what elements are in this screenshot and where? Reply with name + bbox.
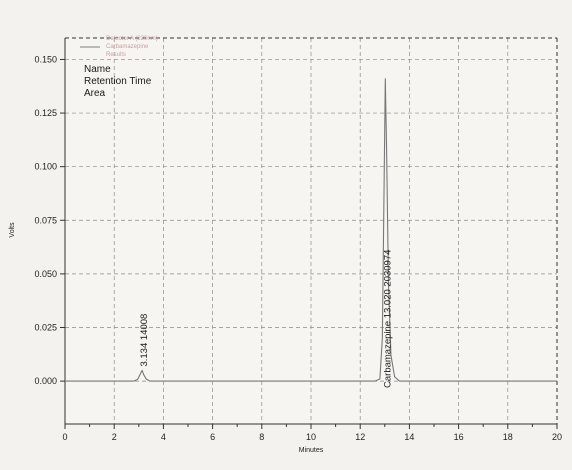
legend-entry-3: Results (106, 52, 126, 58)
annotation-layer: 3.134 14008 Carbamazepine 13.020 2030974 (139, 250, 393, 388)
x-tick-label: 16 (454, 432, 464, 442)
x-axis-label: Minutes (299, 447, 324, 454)
key-retention-time: Retention Time (84, 76, 152, 87)
x-tick-label: 8 (259, 432, 264, 442)
x-tick-label: 18 (503, 432, 513, 442)
x-tick-label: 10 (306, 432, 316, 442)
axis-layer: 0 2 4 6 8 10 12 14 16 18 20 0.000 0.025 0.050 0.075 0.1… (34, 37, 562, 442)
y-tick-label: 0.050 (34, 269, 57, 279)
series-layer (65, 78, 557, 382)
y-axis-label: Volts (9, 222, 16, 238)
x-tick-label: 6 (210, 432, 215, 442)
label-key: Name Retention Time Area (84, 64, 152, 99)
legend-entry-1: Detector A (220nm) (106, 36, 158, 42)
x-tick-label: 2 (112, 432, 117, 442)
y-tick-label: 0.025 (34, 323, 57, 333)
series-line-1 (65, 78, 557, 382)
y-tick-label: 0.100 (34, 162, 57, 172)
legend: Detector A (220nm) Carbamazepine Results (80, 36, 158, 58)
peak-label-2: Carbamazepine 13.020 2030974 (382, 250, 393, 388)
x-tick-label: 0 (62, 432, 67, 442)
key-name: Name (84, 64, 111, 75)
x-tick-label: 4 (161, 432, 166, 442)
y-tick-label: 0.125 (34, 108, 57, 118)
x-tick-label: 14 (404, 432, 414, 442)
y-tick-label: 0.000 (34, 376, 57, 386)
key-area: Area (84, 88, 106, 99)
peak-label-1: 3.134 14008 (139, 314, 150, 367)
y-tick-label: 0.150 (34, 54, 57, 64)
x-tick-label: 12 (355, 432, 365, 442)
legend-entry-2: Carbamazepine (106, 44, 149, 50)
x-tick-label: 20 (552, 432, 562, 442)
y-tick-label: 0.075 (34, 215, 57, 225)
